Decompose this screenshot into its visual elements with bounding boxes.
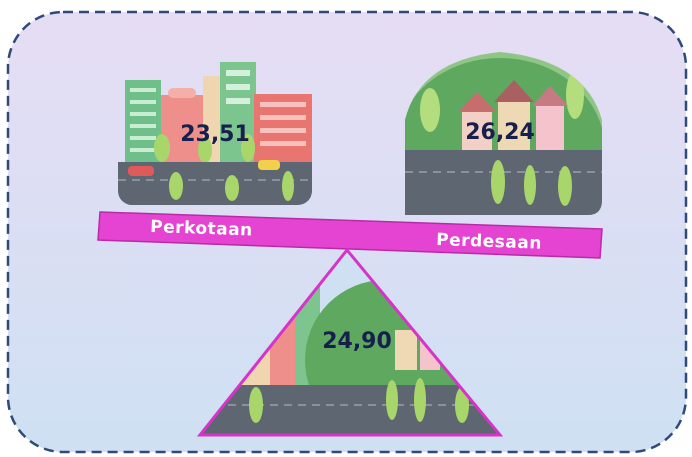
decor-ellipse <box>491 160 505 204</box>
fulcrum-outline <box>196 247 504 437</box>
rural-illustration <box>405 52 602 215</box>
decor-ellipse <box>282 171 294 201</box>
decor-rect <box>405 150 602 215</box>
decor-rect <box>260 102 306 107</box>
decor-rect <box>130 148 156 152</box>
decor-rect <box>130 136 156 140</box>
decor-rect <box>130 124 156 128</box>
decor-rect <box>130 88 156 92</box>
decor-rect <box>498 100 530 155</box>
decor-ellipse <box>455 387 469 423</box>
decor-ellipse <box>154 134 170 162</box>
decor-ellipse <box>420 88 440 132</box>
decor-ellipse <box>169 172 183 200</box>
decor-rect <box>258 160 280 170</box>
decor-rect <box>168 88 196 98</box>
decor-ellipse <box>198 137 212 163</box>
decor-rect <box>536 104 564 155</box>
decor-ellipse <box>566 71 584 119</box>
decor-ellipse <box>225 175 239 201</box>
decor-rect <box>161 95 203 170</box>
decor-rect <box>260 115 306 120</box>
decor-rect <box>462 110 492 155</box>
decor-ellipse <box>558 166 572 206</box>
decor-ellipse <box>524 165 536 205</box>
decor-rect <box>226 98 250 104</box>
urban-label: Perkotaan <box>150 217 253 241</box>
decor-rect <box>226 70 250 76</box>
decor-ellipse <box>249 387 263 423</box>
decor-ellipse <box>386 380 398 420</box>
total-value: 24,90 <box>322 329 392 354</box>
decor-ellipse <box>414 378 426 422</box>
decor-polygon <box>458 92 496 112</box>
rural-label: Perdesaan <box>436 230 542 254</box>
decor-rect <box>260 141 306 146</box>
decor-rect <box>395 330 417 370</box>
decor-rect <box>130 100 156 104</box>
decor-polygon <box>494 80 534 102</box>
urban-value: 23,51 <box>180 122 250 147</box>
decor-rect <box>226 84 250 90</box>
rural-value: 26,24 <box>465 120 535 145</box>
decor-rect <box>128 166 154 176</box>
decor-ellipse <box>241 134 255 162</box>
decor-rect <box>130 112 156 116</box>
city-illustration <box>118 62 312 205</box>
decor-rect <box>200 385 500 435</box>
decor-rect <box>260 128 306 133</box>
decor-polygon <box>532 86 568 106</box>
seesaw-bar <box>97 211 603 259</box>
